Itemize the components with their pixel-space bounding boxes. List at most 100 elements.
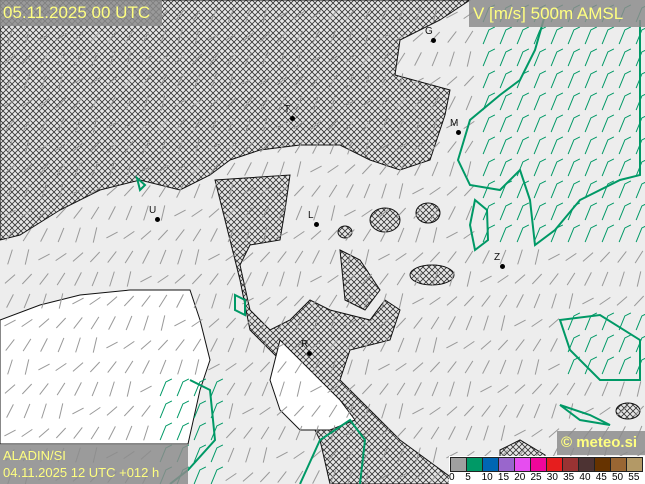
wind-barb [244, 272, 252, 286]
wind-barb [327, 119, 339, 131]
wind-barb [618, 224, 632, 243]
wind-barb [293, 340, 305, 350]
wind-barb [276, 451, 288, 459]
wind-barb [601, 224, 615, 243]
wind-barb [109, 51, 115, 67]
wind-barb [259, 296, 271, 306]
wind-barb [329, 29, 337, 45]
wind-barb [141, 295, 151, 307]
wind-barb [191, 318, 203, 328]
wind-barb [446, 11, 458, 19]
wind-barb [364, 139, 370, 155]
legend-swatch [610, 457, 627, 472]
wind-barb [57, 227, 65, 243]
wind-barb [24, 29, 30, 45]
wind-barb [364, 359, 370, 375]
wind-barb [72, 77, 84, 85]
wind-barb [259, 471, 271, 483]
wind-barb [567, 48, 581, 67]
wind-barb [208, 363, 220, 371]
wind-barb [55, 97, 67, 109]
wind-barb [429, 361, 441, 373]
wind-barb [584, 382, 592, 396]
wind-barb [361, 53, 373, 65]
wind-barb [412, 472, 424, 482]
wind-barb [534, 359, 540, 375]
wind-barb [108, 316, 116, 330]
wind-barb [616, 296, 628, 306]
wind-barb [74, 382, 82, 396]
wind-barb [194, 29, 200, 45]
wind-barb [159, 29, 167, 45]
wind-barb [499, 48, 513, 67]
wind-barb [446, 296, 458, 306]
wind-barb [584, 92, 598, 111]
wind-barb [226, 272, 236, 286]
wind-barb [344, 319, 356, 327]
wind-barb [601, 356, 615, 375]
wind-barb [379, 53, 389, 65]
wind-barb [412, 187, 424, 195]
wind-barb [412, 252, 424, 262]
wind-barb [464, 140, 474, 154]
wind-barb [448, 316, 456, 330]
wind-barb [21, 163, 33, 175]
wind-barb [211, 73, 217, 89]
wind-barb [397, 337, 405, 353]
wind-barb [91, 381, 99, 397]
wind-barb [327, 384, 339, 394]
wind-barb [346, 294, 354, 308]
legend-label: 10 [481, 472, 493, 483]
wind-barb [447, 141, 457, 153]
wind-barb [548, 428, 560, 438]
wind-barb [209, 273, 219, 285]
wind-barb [74, 272, 82, 286]
wind-barb [636, 271, 642, 287]
wind-barb [328, 184, 338, 198]
wind-barb [380, 8, 388, 22]
wind-barb [225, 142, 237, 152]
coastline [0, 289, 356, 445]
wind-barb [327, 54, 339, 64]
wind-barb [21, 98, 33, 108]
city-label: L [308, 210, 314, 221]
wind-barb [466, 161, 472, 177]
wind-barb [176, 378, 190, 397]
wind-barb [313, 205, 319, 221]
wind-barb [362, 228, 372, 242]
wind-barb [482, 114, 496, 133]
wind-barb [616, 406, 628, 416]
wind-barb [415, 337, 421, 353]
wind-barb [398, 293, 404, 309]
wind-barb [106, 296, 118, 306]
wind-barb [75, 117, 81, 133]
wind-barb [601, 158, 615, 177]
wind-barb [157, 339, 169, 351]
wind-barb [446, 121, 458, 129]
wind-barb [279, 271, 285, 287]
wind-barb [277, 361, 287, 373]
wind-barb [142, 30, 150, 44]
wind-barb [480, 385, 492, 393]
wind-barb [175, 9, 185, 21]
wind-barb [347, 139, 353, 155]
wind-barb [157, 164, 169, 174]
wind-barb [123, 295, 135, 307]
wind-barb [193, 466, 207, 484]
wind-barb [412, 32, 424, 42]
wind-barb [431, 271, 439, 287]
wind-barb [463, 185, 475, 197]
wind-barb [447, 251, 457, 263]
wind-barb [395, 427, 407, 439]
wind-barb [516, 180, 530, 199]
copyright: © meteo.si [557, 431, 645, 455]
wind-barb [378, 33, 390, 41]
wind-barb [567, 92, 581, 111]
wind-barb [449, 161, 455, 177]
wind-barb [92, 337, 98, 353]
wind-barb [259, 251, 271, 263]
wind-barb [262, 117, 268, 133]
wind-barb [378, 318, 390, 328]
